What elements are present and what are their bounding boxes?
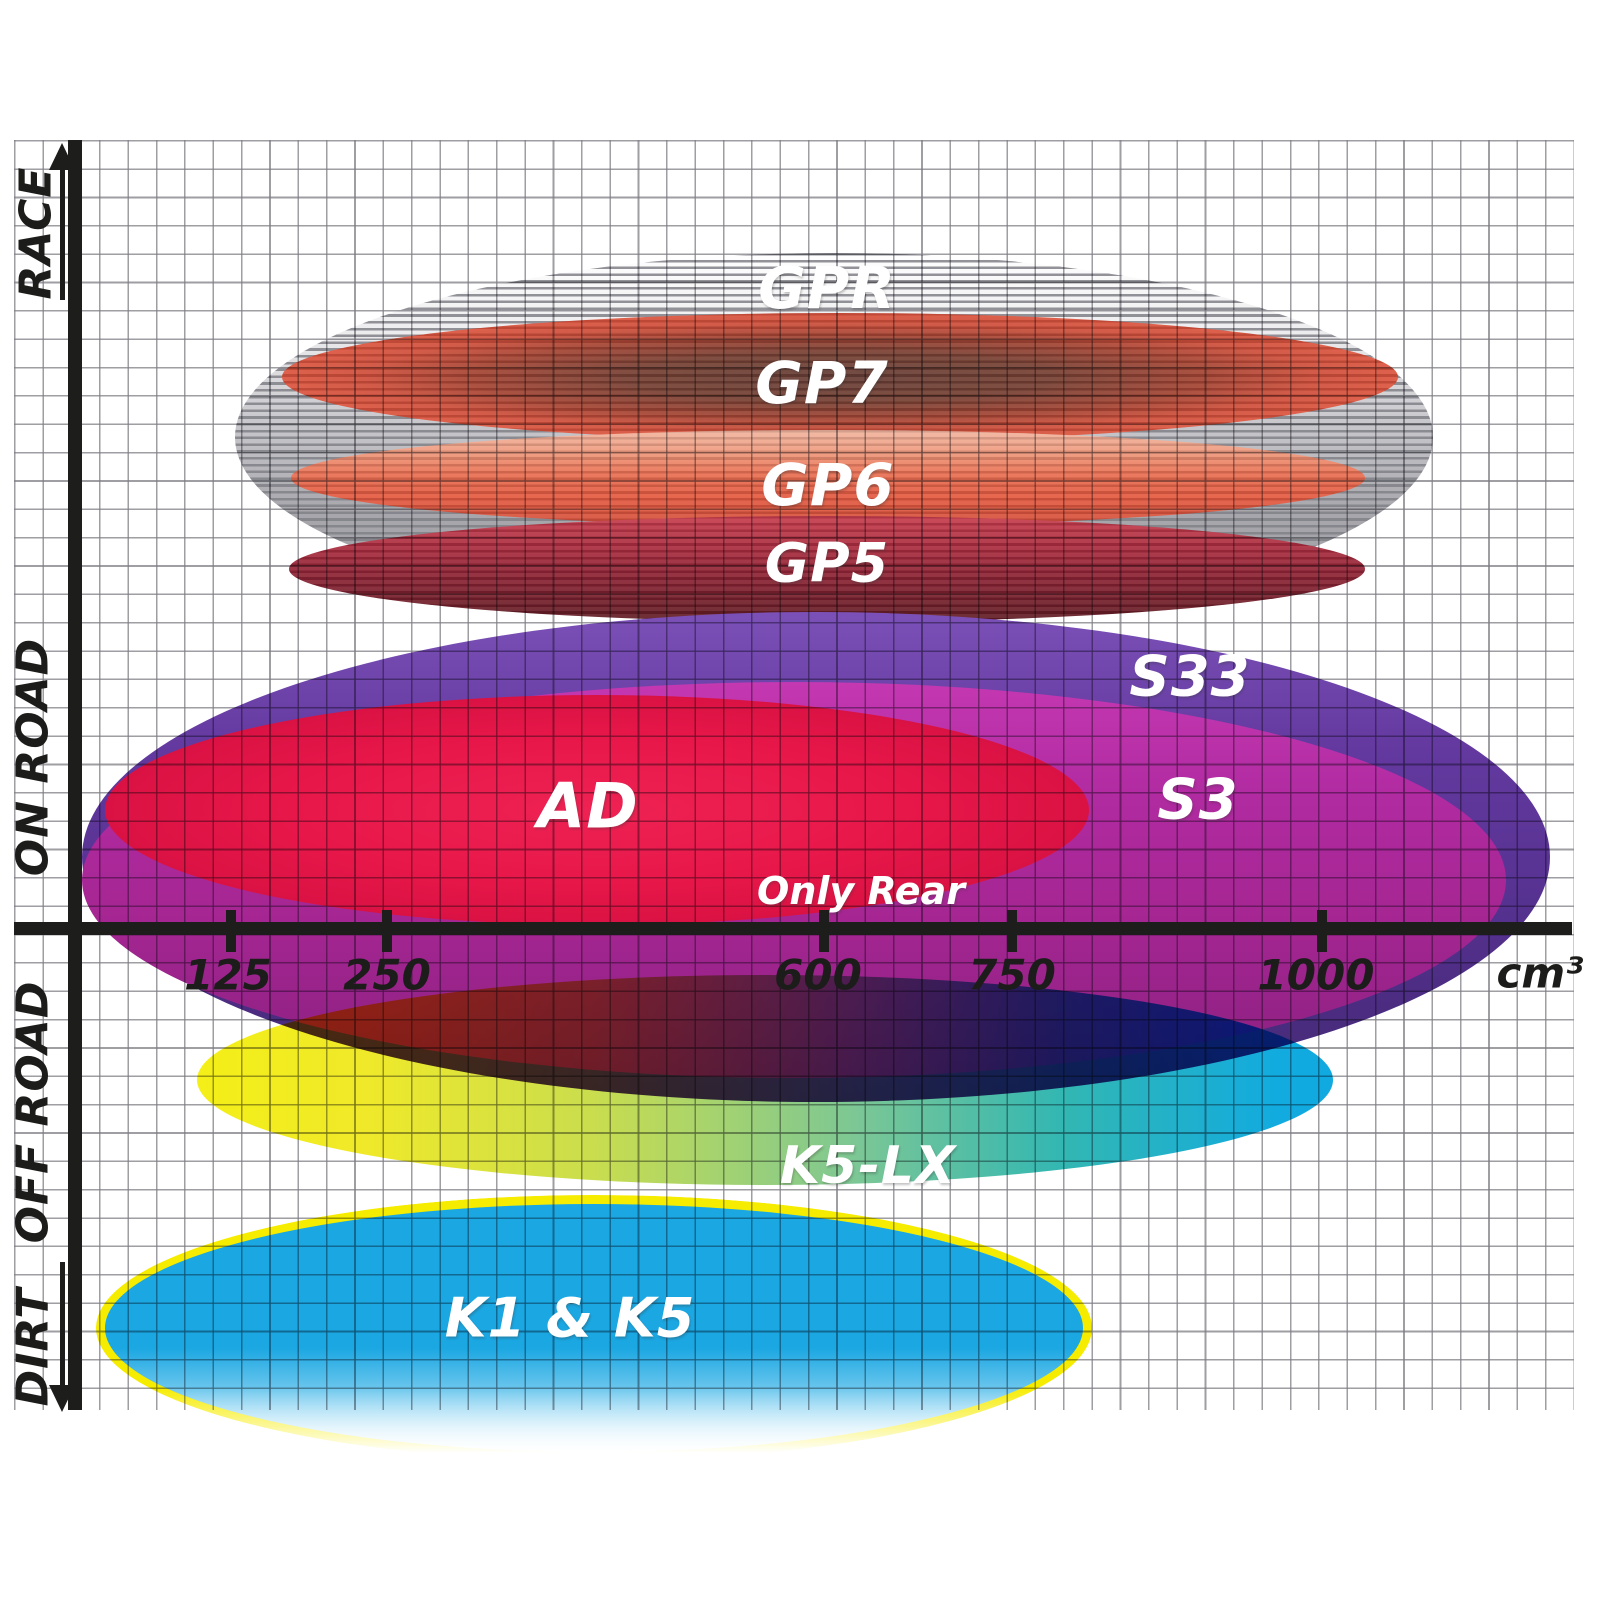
gp5-label: GP5 [764,531,890,595]
s33-label: S33 [1129,644,1251,710]
gp7-label: GP7 [755,349,889,417]
s3-label: S3 [1157,767,1239,833]
gp6-label: GP6 [761,451,895,519]
gpr-label: GPR [758,254,896,322]
only-rear-label: Only Rear [757,869,965,913]
ad-label: AD [537,769,639,843]
k1k5-label: K1 & K5 [444,1286,696,1350]
k5lx-label: K5-LX [779,1136,957,1196]
